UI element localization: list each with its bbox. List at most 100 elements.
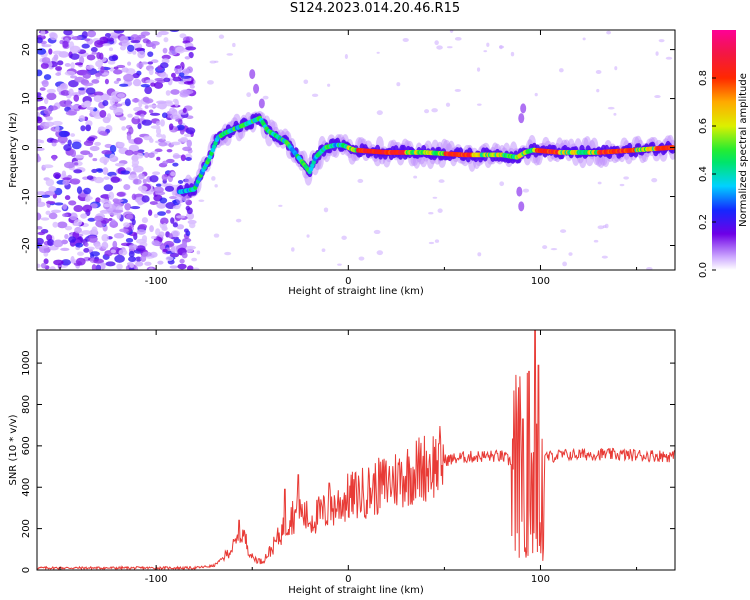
noise-blob — [72, 104, 79, 110]
noise-blob — [108, 55, 118, 62]
noise-blob — [558, 68, 564, 73]
noise-blob — [69, 178, 81, 185]
noise-blob — [55, 72, 62, 76]
noise-blob — [179, 33, 187, 39]
noise-blob — [93, 91, 104, 96]
noise-blob — [128, 126, 134, 135]
noise-blob — [424, 109, 430, 114]
noise-blob — [60, 247, 70, 252]
noise-blob — [74, 62, 84, 66]
noise-blob — [172, 98, 179, 103]
noise-blob — [131, 218, 136, 226]
noise-blob — [68, 200, 77, 206]
noise-blob — [64, 234, 69, 240]
noise-blob — [75, 242, 84, 248]
noise-blob — [60, 90, 71, 96]
noise-blob — [90, 203, 98, 209]
noise-blob — [84, 242, 89, 247]
noise-blob — [62, 179, 70, 186]
noise-blob — [164, 101, 174, 107]
noise-blob — [119, 116, 127, 121]
noise-blob — [582, 37, 586, 41]
noise-blob — [604, 223, 609, 229]
noise-blob — [123, 222, 130, 228]
noise-blob — [37, 147, 45, 151]
noise-blob — [81, 31, 88, 39]
noise-blob — [41, 44, 52, 48]
noise-blob — [123, 73, 134, 82]
noise-blob — [101, 72, 110, 76]
noise-blob — [82, 204, 93, 213]
noise-blob — [619, 183, 625, 187]
noise-blob — [86, 175, 94, 180]
noise-blob — [186, 212, 195, 220]
noise-blob — [175, 215, 186, 219]
noise-blob — [156, 104, 164, 109]
noise-blob — [180, 136, 188, 142]
noise-blob — [176, 124, 185, 131]
noise-blob — [135, 245, 146, 252]
noise-blob — [53, 172, 62, 179]
noise-blob — [73, 169, 83, 174]
noise-blob — [149, 201, 158, 205]
noise-blob — [45, 210, 51, 216]
noise-blob — [109, 153, 116, 161]
noise-blob — [172, 230, 179, 238]
noise-blob — [71, 141, 82, 150]
spike-blob — [516, 186, 523, 197]
noise-blob — [81, 43, 90, 49]
noise-blob — [183, 80, 194, 85]
noise-blob — [224, 251, 232, 256]
noise-blob — [107, 96, 114, 101]
noise-blob — [55, 66, 63, 71]
noise-blob — [52, 221, 59, 228]
noise-blob — [37, 69, 43, 77]
noise-blob — [124, 202, 132, 211]
noise-blob — [101, 241, 109, 250]
noise-blob — [37, 154, 40, 162]
noise-blob — [149, 175, 159, 183]
noise-blob — [37, 191, 47, 196]
noise-blob — [64, 195, 71, 201]
noise-blob — [183, 228, 189, 233]
noise-blob — [454, 88, 461, 92]
line-frame — [36, 329, 676, 571]
noise-blob — [147, 152, 155, 158]
noise-blob — [140, 113, 145, 118]
noise-blob — [37, 116, 43, 124]
noise-blob — [64, 71, 76, 76]
noise-blob — [153, 81, 164, 89]
noise-blob — [303, 79, 309, 84]
noise-blob — [124, 149, 134, 156]
noise-blob — [110, 176, 121, 183]
noise-blob — [47, 238, 55, 247]
noise-blob — [155, 183, 162, 187]
noise-blob — [42, 164, 54, 169]
noise-blob — [37, 237, 44, 245]
noise-blob — [130, 40, 141, 44]
noise-blob — [182, 89, 194, 95]
noise-blob — [172, 222, 179, 228]
noise-blob — [41, 79, 49, 88]
noise-blob — [178, 72, 185, 77]
noise-blob — [151, 59, 159, 63]
noise-blob — [235, 218, 242, 223]
noise-blob — [413, 175, 418, 179]
noise-blob — [182, 107, 187, 113]
noise-blob — [151, 240, 160, 246]
noise-blob — [168, 233, 174, 239]
noise-blob — [214, 184, 218, 188]
noise-blob — [127, 61, 132, 66]
noise-blob — [53, 259, 64, 266]
noise-blob — [218, 34, 225, 39]
noise-blob — [142, 178, 147, 185]
noise-blob — [143, 152, 150, 158]
noise-blob — [132, 72, 140, 79]
noise-blob — [119, 83, 129, 87]
noise-blob — [94, 40, 105, 48]
noise-blob — [593, 239, 599, 243]
colorbar — [712, 30, 736, 270]
noise-blob — [37, 92, 42, 97]
noise-blob — [177, 263, 187, 270]
y-axis-title: SNR (10 * v/v) — [8, 414, 19, 485]
